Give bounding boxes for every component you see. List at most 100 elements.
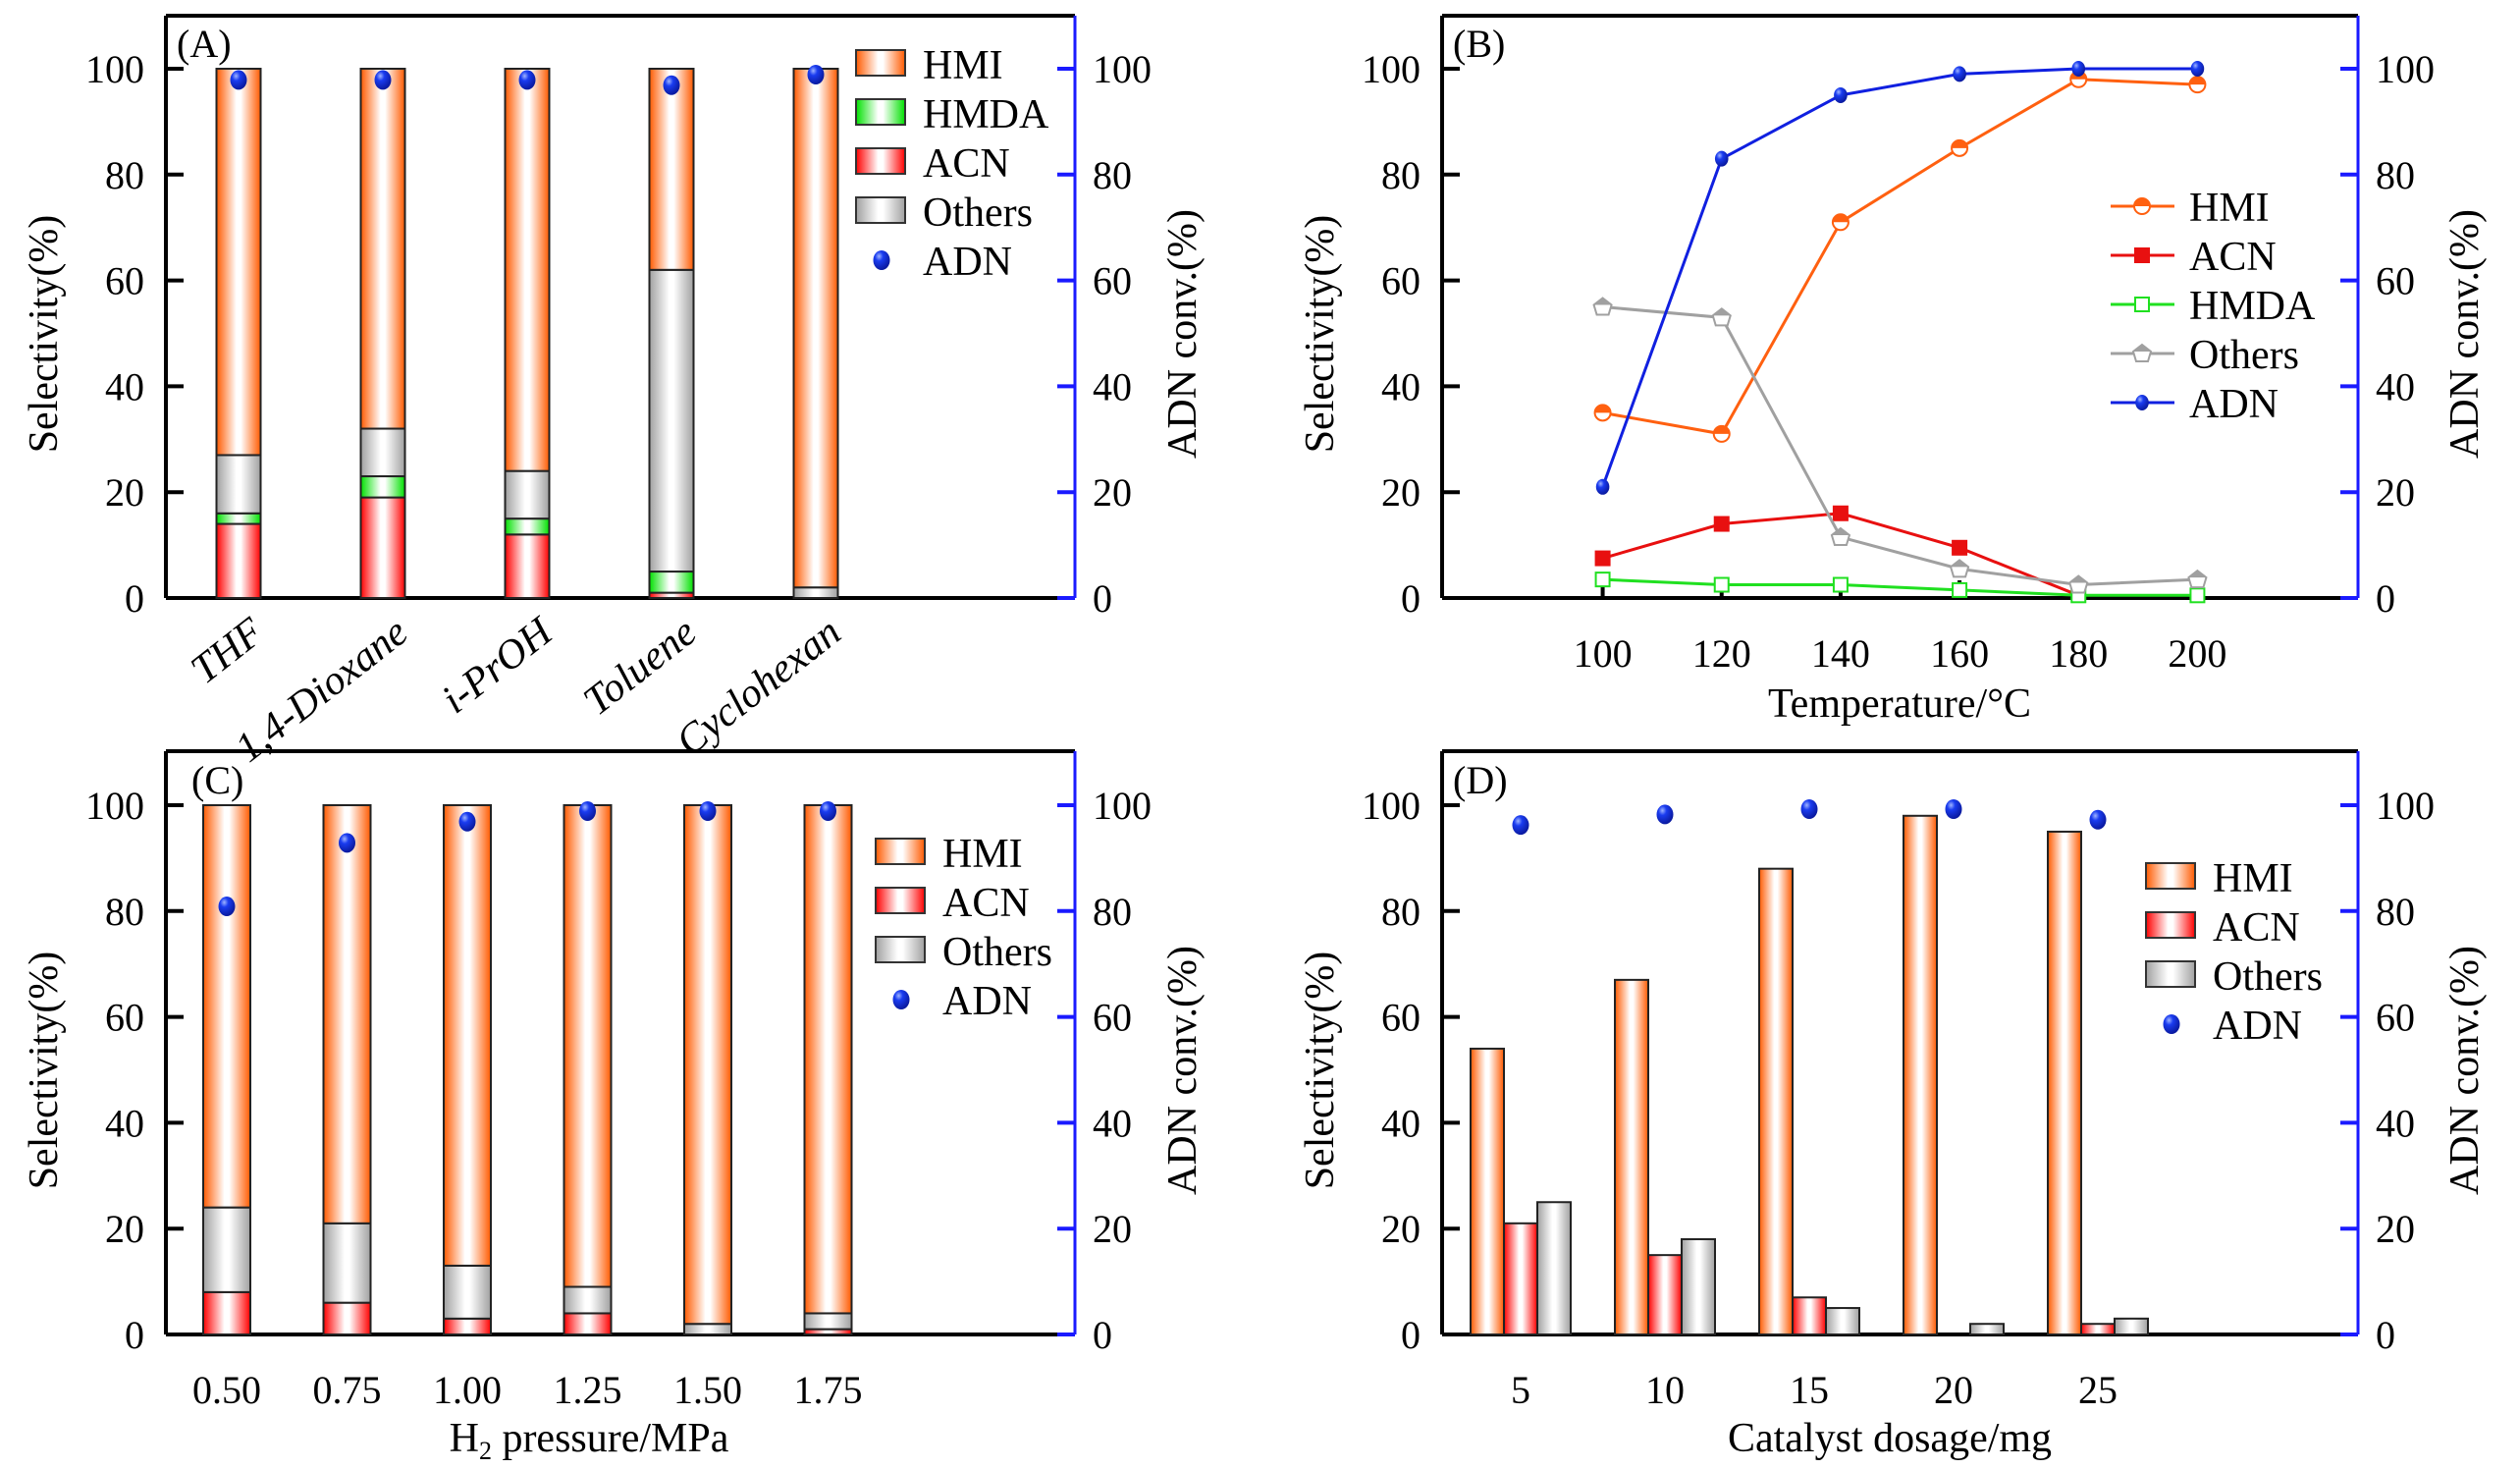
panel-c-xtick-label: 1.75: [794, 1368, 863, 1412]
panel-d-bar-others: [1681, 1237, 1716, 1335]
panel-c-ylabel: Selectivity(%): [22, 952, 67, 1190]
panel-d-bar-acn: [1792, 1296, 1827, 1336]
panel-b-point-others: [1592, 297, 1613, 316]
panel-c-bar-hmi: [803, 804, 853, 1315]
panel-d-bar-hmi: [1470, 1047, 1505, 1335]
panel-a-legend-adn-icon: [873, 250, 890, 270]
panel-d-legend-label: ADN: [2213, 1004, 2302, 1049]
panel-b-legend-label: ACN: [2189, 235, 2277, 280]
panel-c-bar-others: [563, 1285, 613, 1315]
panel-b-point-hmi-top: [1713, 425, 1730, 434]
panel-d-ytick-label: 20: [1381, 1207, 1421, 1251]
panel-a-bar-hmda: [359, 475, 406, 499]
panel-d-y2label: ADN conv.(%): [2442, 946, 2488, 1195]
panel-a-legend-hmda-icon: [855, 98, 906, 126]
panel-b-point-hmda: [1713, 576, 1730, 593]
panel-b-point-others-top: [2188, 571, 2207, 578]
panel-c-bar-others: [322, 1222, 372, 1304]
panel-c-xtick-label: 0.50: [192, 1368, 261, 1412]
panel-b-point-adn: [2071, 61, 2086, 77]
panel-c-xlabel-sub: 2: [479, 1437, 492, 1465]
panel-b-point-hmi-top: [1952, 139, 1968, 148]
panel-a-legend-others-icon: [855, 196, 906, 224]
panel-d-bar-acn: [1503, 1222, 1538, 1336]
panel-b-point-others-top: [1712, 308, 1731, 316]
panel-a-bar-hmi: [504, 68, 551, 472]
panel-b-point-hmda: [2189, 587, 2206, 604]
panel-a-y2tick-label: 0: [1093, 576, 1112, 621]
panel-c-adn-point: [579, 801, 596, 821]
panel-b-legend-label: ADN: [2189, 382, 2279, 427]
panel-a-xtick-label: Toluene: [575, 610, 705, 725]
panel-b-legend-others-icon: [2131, 343, 2153, 362]
panel-c-bar-acn: [563, 1312, 613, 1335]
panel-a-adn-point: [374, 70, 392, 90]
panel-a-legend-label: ACN: [923, 141, 1010, 187]
panel-c-y2tick-label: 20: [1093, 1207, 1132, 1251]
panel-c-ytick-label: 0: [125, 1313, 144, 1357]
panel-c-ytick-label: 100: [85, 784, 144, 828]
panel-d-bar-hmi: [1614, 978, 1649, 1335]
panel-d-bar-acn: [1647, 1254, 1683, 1336]
panel-b-point-hmi-top: [2189, 77, 2206, 85]
panel-c-adn-point: [699, 801, 717, 821]
panel-d-xtick-label: 20: [1934, 1368, 1973, 1412]
panel-a-adn-point: [230, 70, 247, 90]
panel-a-bar-hmi: [648, 68, 695, 271]
panel-a-axes: 0 0 20 20 40 40 60 60 80 80 100 100: [85, 14, 1152, 621]
panel-a-bar-hmda: [504, 517, 551, 536]
panel-d-xtick-label: 15: [1790, 1368, 1829, 1412]
panel-d-bars: 5 10 15 20 25: [1470, 799, 2149, 1412]
panel-a-adn-point: [807, 65, 825, 84]
panel-c-legend-others-icon: [875, 936, 926, 963]
panel-b-point-hmi-top: [1832, 214, 1849, 223]
panel-a-y2tick-label: 60: [1093, 259, 1132, 303]
panel-c-adn-point: [820, 801, 836, 821]
panel-c-y2tick-label: 80: [1093, 890, 1132, 934]
panel-c-bar-hmi: [322, 804, 372, 1224]
panel-b-point-others-top: [2069, 575, 2088, 583]
panel-a-bar-others: [792, 586, 839, 599]
panel-a-adn-point: [663, 75, 680, 95]
panel-d-bar-acn: [2080, 1323, 2116, 1335]
panel-b-point-acn: [1713, 516, 1730, 532]
panel-b-ylabel: Selectivity(%): [1298, 215, 1343, 454]
panel-d-adn-point: [1656, 804, 1674, 825]
panel-b-line-hmi: [1602, 78, 2198, 436]
panel-a-ytick-label: 20: [105, 470, 144, 515]
panel-b-ytick-label: 40: [1381, 364, 1421, 408]
panel-b-point-hmda: [1594, 571, 1611, 588]
panel-b-legend-hmi-icon: [2133, 197, 2151, 215]
panel-c-legend-label: Others: [942, 930, 1052, 975]
panel-b-point-others: [1830, 526, 1851, 547]
panel-d-ylabel: Selectivity(%): [1298, 952, 1343, 1190]
panel-a: (A) Selectivity(%) ADN conv.(%): [22, 22, 1206, 459]
panel-c-xlabel-rest: pressure/MPa: [492, 1416, 729, 1461]
panel-c-bar-acn: [322, 1301, 372, 1336]
panel-b-xtick-label: 100: [1574, 631, 1633, 676]
panel-c-bar-others: [803, 1312, 853, 1331]
panel-c-ytick-label: 60: [105, 996, 144, 1040]
panel-b-point-hmda: [1832, 576, 1849, 593]
panel-b-legend-label: Others: [2189, 333, 2299, 378]
panel-d-bar-others: [1969, 1323, 2005, 1335]
panel-c-bar-hmi: [683, 804, 732, 1326]
panel-d-axes: 0 0 20 20 40 40 60 60 80 80 100 100: [1362, 749, 2435, 1357]
panel-a-bar-hmda: [215, 512, 262, 525]
panel-b-point-acn: [1952, 539, 1968, 556]
panel-b-point-others-top: [1951, 560, 1969, 568]
panel-b-point-others: [1711, 307, 1732, 327]
panel-a-ytick-label: 60: [105, 259, 144, 303]
panel-a-ytick-label: 0: [125, 576, 144, 621]
panel-a-bar-hmi: [359, 68, 406, 430]
panel-b-y2tick-label: 60: [2376, 259, 2415, 303]
panel-d-legend-label: ACN: [2213, 905, 2300, 951]
panel-d-adn-point: [2089, 809, 2107, 830]
panel-a-y2tick-label: 80: [1093, 153, 1132, 197]
panel-a-bar-others: [504, 469, 551, 520]
panel-c-y2tick-label: 100: [1093, 784, 1152, 828]
